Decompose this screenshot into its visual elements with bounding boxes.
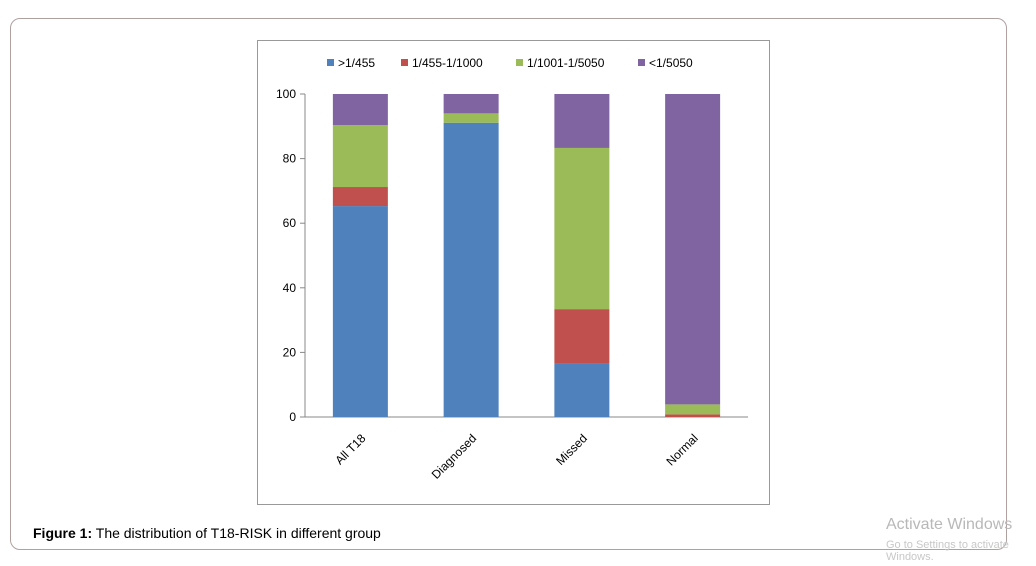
legend-swatch [516, 59, 523, 66]
bar-segment [332, 206, 388, 417]
watermark-subtitle: Go to Settings to activate Windows. [886, 539, 1009, 563]
watermark-title: Activate Windows [886, 516, 1013, 533]
chart-box [257, 40, 770, 505]
caption-label: Figure 1: [33, 525, 93, 541]
bar-segment [332, 94, 388, 126]
x-tick-label: All T18 [332, 431, 368, 467]
bar-segment [665, 94, 721, 405]
legend-label: >1/455 [338, 56, 375, 70]
bar-segment [332, 125, 388, 188]
bar-segment [665, 404, 721, 415]
legend-label: 1/1001-1/5050 [527, 56, 605, 70]
bar-segment [665, 414, 721, 417]
bar-segment [443, 122, 499, 417]
caption-text: The distribution of T18-RISK in differen… [92, 525, 381, 541]
figure-caption: Figure 1: The distribution of T18-RISK i… [33, 525, 381, 541]
legend-label: <1/5050 [649, 56, 693, 70]
bar-segment [443, 94, 499, 114]
bar-segment [332, 187, 388, 207]
x-tick-label: Diagnosed [429, 431, 479, 481]
legend-label: 1/455-1/1000 [412, 56, 483, 70]
bar-segment [554, 309, 610, 364]
y-tick-label: 20 [283, 345, 297, 359]
y-tick-label: 80 [283, 152, 297, 166]
x-tick-label: Missed [553, 431, 590, 468]
bar-segment [554, 94, 610, 148]
y-tick-label: 0 [289, 410, 296, 424]
y-tick-label: 60 [283, 216, 297, 230]
bar-segment [554, 147, 610, 310]
bar-segment [554, 363, 610, 417]
legend-swatch [327, 59, 334, 66]
x-tick-label: Normal [664, 431, 701, 468]
y-tick-label: 100 [276, 87, 296, 101]
legend-swatch [638, 59, 645, 66]
figure-frame [10, 18, 1007, 550]
legend-swatch [401, 59, 408, 66]
y-tick-label: 40 [283, 281, 297, 295]
bar-segment [443, 113, 499, 123]
